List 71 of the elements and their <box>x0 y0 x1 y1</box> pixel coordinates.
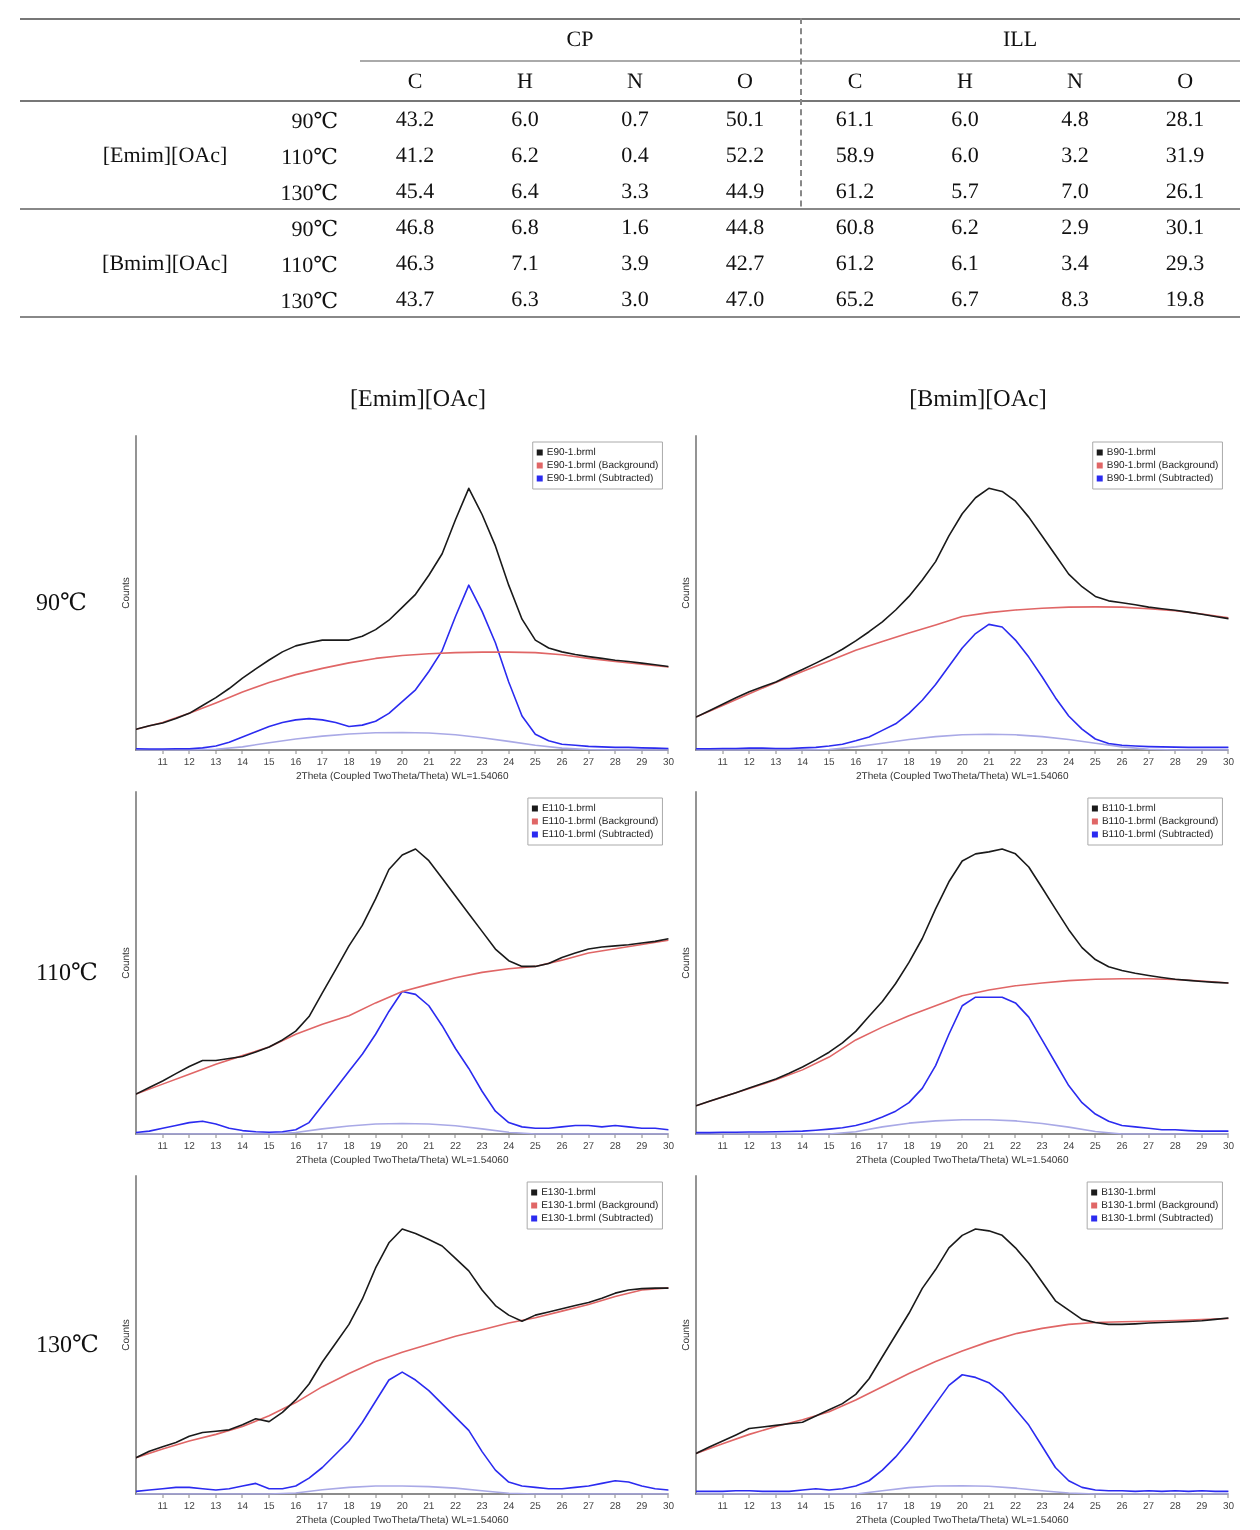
data-label: 61.1 <box>800 102 911 138</box>
text: 110℃ <box>36 958 98 988</box>
data-label: 2.9 <box>1020 210 1130 246</box>
data-label: 60.8 <box>800 210 910 246</box>
chart-title: [Bmim][OAc] <box>907 384 1049 414</box>
data-label: 65.2 <box>800 282 910 318</box>
data-label: 6.1 <box>910 246 1020 282</box>
text: 130℃ <box>36 1330 99 1360</box>
data-label: 58.9 <box>800 138 911 174</box>
data-label: 46.3 <box>360 246 470 282</box>
chart-title: [Emim][OAc] <box>348 384 488 414</box>
data-label: 61.2 <box>800 174 911 210</box>
x-tick-label: H <box>910 60 1021 102</box>
y-tick-label: 130℃ <box>250 282 360 318</box>
data-label: 45.4 <box>360 174 470 210</box>
data-label: 0.7 <box>580 102 690 138</box>
y-axis-title: [Bmim][OAc] <box>20 210 250 318</box>
data-label: 44.9 <box>690 174 801 210</box>
data-label: 6.0 <box>470 102 580 138</box>
data-label: 7.0 <box>1020 174 1131 210</box>
data-label: 19.8 <box>1130 282 1240 318</box>
data-label: 42.7 <box>690 246 800 282</box>
x-tick-label: O <box>1130 60 1241 102</box>
data-label: 3.3 <box>580 174 690 210</box>
data-label: 3.9 <box>580 246 690 282</box>
y-tick-label: 110℃ <box>250 138 360 174</box>
data-label: 26.1 <box>1130 174 1241 210</box>
data-label: 4.8 <box>1020 102 1131 138</box>
data-label: 6.7 <box>910 282 1020 318</box>
data-label: 1.6 <box>580 210 690 246</box>
data-label: 44.8 <box>690 210 800 246</box>
data-label: 43.7 <box>360 282 470 318</box>
data-label: 30.1 <box>1130 210 1240 246</box>
y-tick-label: 90℃ <box>250 210 360 246</box>
x-tick-label: N <box>1020 60 1131 102</box>
text: ILL <box>800 18 1241 60</box>
data-label: 6.8 <box>470 210 580 246</box>
y-tick-label: 130℃ <box>250 174 360 210</box>
x-tick-label: H <box>470 60 580 102</box>
data-label: 6.3 <box>470 282 580 318</box>
data-label: 6.0 <box>910 138 1021 174</box>
data-label: 47.0 <box>690 282 800 318</box>
data-label: 6.0 <box>910 102 1021 138</box>
y-axis-title: [Emim][OAc] <box>20 102 250 210</box>
data-label: 3.4 <box>1020 246 1130 282</box>
data-label: 0.4 <box>580 138 690 174</box>
data-label: 28.1 <box>1130 102 1241 138</box>
data-label: 29.3 <box>1130 246 1240 282</box>
data-label: 43.2 <box>360 102 470 138</box>
data-label: 6.2 <box>910 210 1020 246</box>
data-label: 6.4 <box>470 174 580 210</box>
y-tick-label: 110℃ <box>250 246 360 282</box>
data-label: 3.0 <box>580 282 690 318</box>
x-tick-label: N <box>580 60 690 102</box>
data-label: 7.1 <box>470 246 580 282</box>
data-label: 46.8 <box>360 210 470 246</box>
text: 90℃ <box>36 588 87 618</box>
data-label: 3.2 <box>1020 138 1131 174</box>
data-label: 41.2 <box>360 138 470 174</box>
data-label: 61.2 <box>800 246 910 282</box>
data-label: 50.1 <box>690 102 801 138</box>
text: CP <box>360 18 801 60</box>
data-label: 6.2 <box>470 138 580 174</box>
data-label: 5.7 <box>910 174 1021 210</box>
data-label: 31.9 <box>1130 138 1241 174</box>
x-tick-label: C <box>800 60 911 102</box>
data-label: 8.3 <box>1020 282 1130 318</box>
y-tick-label: 90℃ <box>250 102 360 138</box>
x-tick-label: C <box>360 60 470 102</box>
data-label: 52.2 <box>690 138 801 174</box>
x-tick-label: O <box>690 60 801 102</box>
